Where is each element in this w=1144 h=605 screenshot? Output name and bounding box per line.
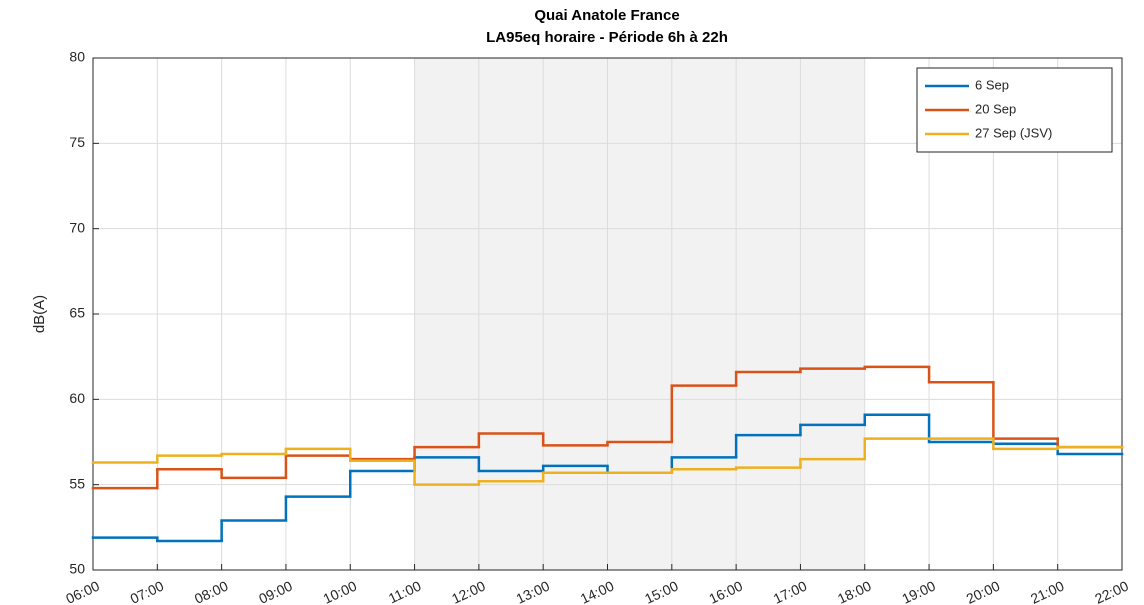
x-tick-label: 08:00 <box>192 577 231 605</box>
x-tick-label: 21:00 <box>1028 577 1067 605</box>
x-tick-label: 15:00 <box>642 577 681 605</box>
chart-subtitle: LA95eq horaire - Période 6h à 22h <box>486 29 728 46</box>
y-tick-label: 50 <box>69 561 85 577</box>
x-tick-label: 14:00 <box>578 577 617 605</box>
y-tick-label: 65 <box>69 305 85 321</box>
x-tick-label: 19:00 <box>899 577 938 605</box>
y-tick-label: 55 <box>69 475 85 491</box>
y-axis-label: dB(A) <box>31 295 48 333</box>
legend-label: 27 Sep (JSV) <box>975 125 1052 140</box>
x-tick-label: 06:00 <box>63 577 102 605</box>
y-tick-label: 75 <box>69 134 85 150</box>
x-tick-label: 16:00 <box>706 577 745 605</box>
y-tick-label: 70 <box>69 219 85 235</box>
chart-title: Quai Anatole France <box>534 7 679 24</box>
x-tick-label: 20:00 <box>964 577 1003 605</box>
y-tick-label: 60 <box>69 390 85 406</box>
legend-label: 20 Sep <box>975 101 1016 116</box>
x-tick-label: 07:00 <box>128 577 167 605</box>
series-line <box>91 437 1124 486</box>
series-line <box>91 365 1124 490</box>
x-tick-label: 09:00 <box>256 577 295 605</box>
legend-label: 6 Sep <box>975 77 1009 92</box>
series-line <box>91 413 1124 543</box>
x-tick-label: 12:00 <box>449 577 488 605</box>
plot-frame <box>92 57 1123 571</box>
x-tick-label: 17:00 <box>771 577 810 605</box>
y-tick-label: 80 <box>69 49 85 65</box>
x-tick-label: 10:00 <box>321 577 360 605</box>
x-tick-label: 22:00 <box>1092 577 1131 605</box>
x-tick-label: 18:00 <box>835 577 874 605</box>
x-tick-label: 11:00 <box>386 577 424 605</box>
x-tick-label: 13:00 <box>513 577 552 605</box>
